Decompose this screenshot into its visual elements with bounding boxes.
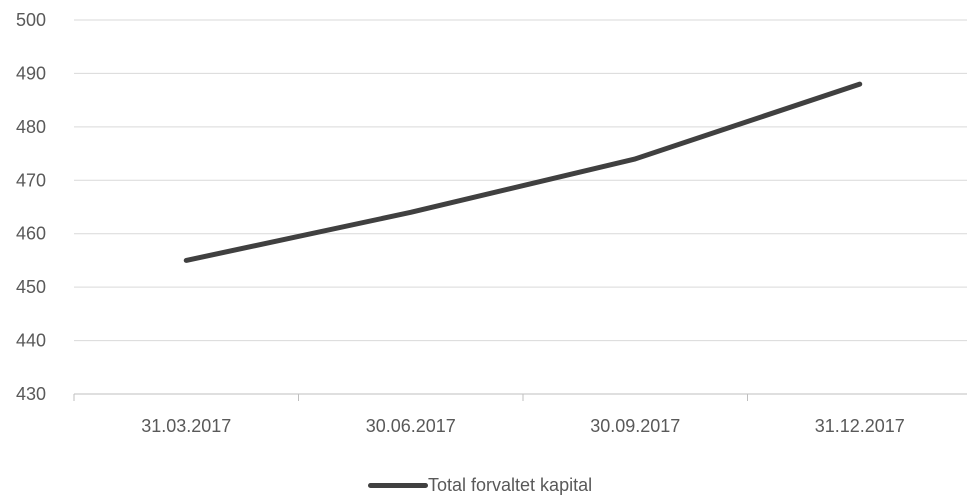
y-tick-label: 430	[16, 384, 46, 404]
y-axis-ticks: 500 490 480 470 460 450 440 430	[16, 10, 46, 404]
series-line	[183, 81, 863, 263]
gridlines	[74, 19, 967, 342]
y-tick-label: 480	[16, 117, 46, 137]
legend-label: Total forvaltet kapital	[428, 474, 593, 495]
y-tick-label: 470	[16, 170, 46, 190]
y-tick-label: 490	[16, 63, 46, 83]
x-axis-ticks: 31.03.2017 30.06.2017 30.09.2017 31.12.2017	[141, 416, 905, 436]
axes	[73, 393, 967, 401]
legend: Total forvaltet kapital	[368, 474, 592, 496]
x-tick-label: 31.12.2017	[815, 416, 905, 436]
x-tick-label: 30.06.2017	[366, 416, 456, 436]
series-lines	[183, 81, 863, 263]
legend-swatch	[368, 482, 428, 488]
y-tick-label: 440	[16, 331, 46, 351]
x-tick-label: 31.03.2017	[141, 416, 231, 436]
x-tick-label: 30.09.2017	[590, 416, 680, 436]
y-tick-label: 450	[16, 277, 46, 297]
y-tick-label: 500	[16, 10, 46, 30]
y-tick-label: 460	[16, 224, 46, 244]
